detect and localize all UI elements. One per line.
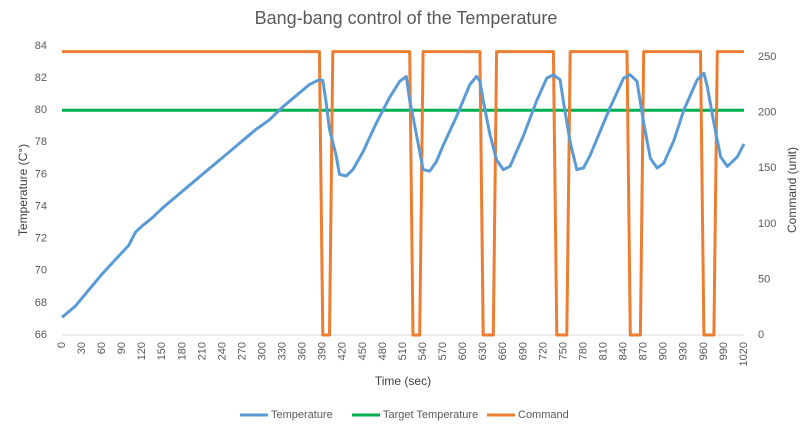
y-right-tick-label: 150 <box>758 162 776 174</box>
y-left-tick-label: 76 <box>35 168 47 180</box>
x-tick-label: 510 <box>397 342 409 360</box>
x-tick-label: 870 <box>638 342 650 360</box>
x-tick-label: 120 <box>136 342 148 360</box>
x-tick-label: 330 <box>277 342 289 360</box>
series-line-command <box>62 50 744 337</box>
x-tick-label: 600 <box>457 342 469 360</box>
chart-title: Bang-bang control of the Temperature <box>255 8 558 28</box>
x-tick-label: 360 <box>297 342 309 360</box>
y-axis-right-label: Command (unit) <box>785 147 799 233</box>
y-left-tick-label: 82 <box>35 72 47 84</box>
y-right-tick-label: 100 <box>758 218 776 230</box>
legend-label: Temperature <box>271 409 333 421</box>
x-tick-label: 990 <box>718 342 730 360</box>
x-tick-label: 690 <box>517 342 529 360</box>
x-tick-label: 180 <box>176 342 188 360</box>
x-tick-label: 270 <box>236 342 248 360</box>
y-right-tick-label: 250 <box>758 51 776 63</box>
y-left-tick-label: 80 <box>35 104 47 116</box>
x-tick-label: 840 <box>618 342 630 360</box>
y-left-tick-label: 72 <box>35 233 47 245</box>
x-tick-label: 1020 <box>738 342 750 366</box>
series-line-temperature <box>61 71 746 319</box>
y-left-tick-label: 66 <box>35 329 47 341</box>
x-tick-label: 390 <box>317 342 329 360</box>
x-tick-label: 750 <box>557 342 569 360</box>
x-tick-label: 90 <box>116 342 128 354</box>
y-axis-right-ticks: 0 50 100 150 200 250 <box>758 51 776 341</box>
x-tick-label: 450 <box>357 342 369 360</box>
legend-label: Command <box>518 409 569 421</box>
x-tick-label: 660 <box>497 342 509 360</box>
x-tick-label: 30 <box>76 342 88 354</box>
x-axis-ticks: 0 30 60 90 120 150 180 210 240 270 300 330 360 390 420… <box>56 342 750 366</box>
y-left-tick-label: 84 <box>35 40 47 52</box>
x-tick-label: 240 <box>216 342 228 360</box>
x-tick-label: 900 <box>658 342 670 360</box>
x-tick-label: 60 <box>96 342 108 354</box>
x-tick-label: 810 <box>597 342 609 360</box>
x-tick-label: 930 <box>678 342 690 360</box>
y-axis-left-ticks: 66 68 70 72 74 76 78 80 82 84 <box>35 40 47 341</box>
legend: Temperature Target Temperature Command <box>240 409 569 421</box>
series-layer <box>61 50 746 337</box>
y-left-tick-label: 78 <box>35 136 47 148</box>
y-left-tick-label: 70 <box>35 265 47 277</box>
x-tick-label: 0 <box>56 342 68 348</box>
y-axis-left-label: Temperature (C°) <box>16 144 30 236</box>
y-right-tick-label: 0 <box>758 329 764 341</box>
x-tick-label: 570 <box>437 342 449 360</box>
x-tick-label: 150 <box>156 342 168 360</box>
x-tick-label: 780 <box>577 342 589 360</box>
x-tick-label: 720 <box>537 342 549 360</box>
y-right-tick-label: 200 <box>758 107 776 119</box>
x-axis-label: Time (sec) <box>375 374 431 388</box>
x-tick-label: 960 <box>698 342 710 360</box>
x-tick-label: 480 <box>377 342 389 360</box>
x-tick-label: 630 <box>477 342 489 360</box>
x-tick-label: 300 <box>256 342 268 360</box>
y-left-tick-label: 68 <box>35 297 47 309</box>
x-tick-label: 420 <box>337 342 349 360</box>
legend-label: Target Temperature <box>383 409 478 421</box>
y-left-tick-label: 74 <box>35 200 47 212</box>
x-tick-label: 540 <box>417 342 429 360</box>
y-right-tick-label: 50 <box>758 273 770 285</box>
x-tick-label: 210 <box>196 342 208 360</box>
